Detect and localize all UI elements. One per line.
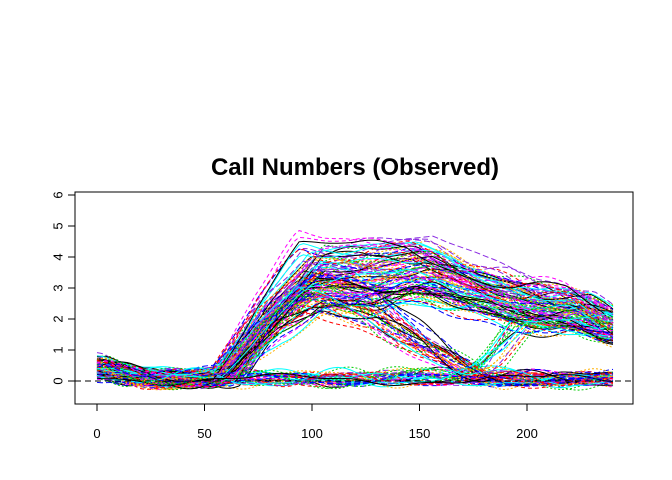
series-line — [96, 292, 614, 383]
y-tick-label: 5 — [51, 222, 66, 229]
series-line — [96, 369, 614, 386]
series-line — [96, 372, 614, 387]
series-line — [96, 240, 614, 387]
y-tick-label: 2 — [51, 315, 66, 322]
x-tick-label: 200 — [516, 426, 538, 441]
series-line — [96, 286, 614, 386]
series-line — [96, 287, 614, 384]
y-tick-label: 4 — [51, 253, 66, 260]
series-line — [96, 240, 614, 385]
y-tick-label: 3 — [51, 284, 66, 291]
series-line — [96, 297, 614, 388]
series-line — [96, 289, 614, 386]
y-tick-label: 1 — [51, 346, 66, 353]
x-tick-label: 100 — [301, 426, 323, 441]
series-line — [96, 242, 614, 385]
series-layer — [96, 230, 614, 391]
series-line — [96, 275, 614, 389]
series-line — [96, 274, 614, 384]
x-axis: 0 50 100 150 200 — [93, 403, 538, 441]
series-line — [96, 251, 614, 389]
chart-title: Call Numbers (Observed) — [211, 154, 499, 181]
series-line — [96, 372, 614, 387]
y-tick-label: 6 — [51, 191, 66, 198]
series-line — [96, 235, 614, 378]
series-line — [96, 253, 614, 387]
series-line — [96, 265, 614, 382]
series-line — [96, 313, 614, 391]
x-tick-label: 50 — [197, 426, 211, 441]
series-line — [96, 289, 614, 385]
series-line — [96, 257, 614, 387]
series-line — [96, 311, 614, 387]
series-line — [96, 239, 614, 380]
series-line — [96, 279, 614, 378]
y-tick-label: 0 — [51, 377, 66, 384]
series-line — [96, 300, 614, 387]
series-line — [96, 273, 613, 386]
series-line — [96, 250, 614, 376]
series-line — [96, 242, 614, 376]
series-line — [96, 291, 614, 386]
series-line — [96, 312, 614, 385]
series-line — [96, 281, 614, 385]
series-line — [96, 280, 614, 387]
series-line — [96, 230, 614, 387]
series-line — [96, 239, 614, 383]
y-axis: 0 1 2 3 4 5 6 — [51, 191, 76, 385]
x-tick-label: 0 — [93, 426, 100, 441]
series-line — [96, 275, 614, 387]
series-line — [96, 260, 614, 380]
series-line — [96, 310, 614, 390]
x-tick-label: 150 — [409, 426, 431, 441]
